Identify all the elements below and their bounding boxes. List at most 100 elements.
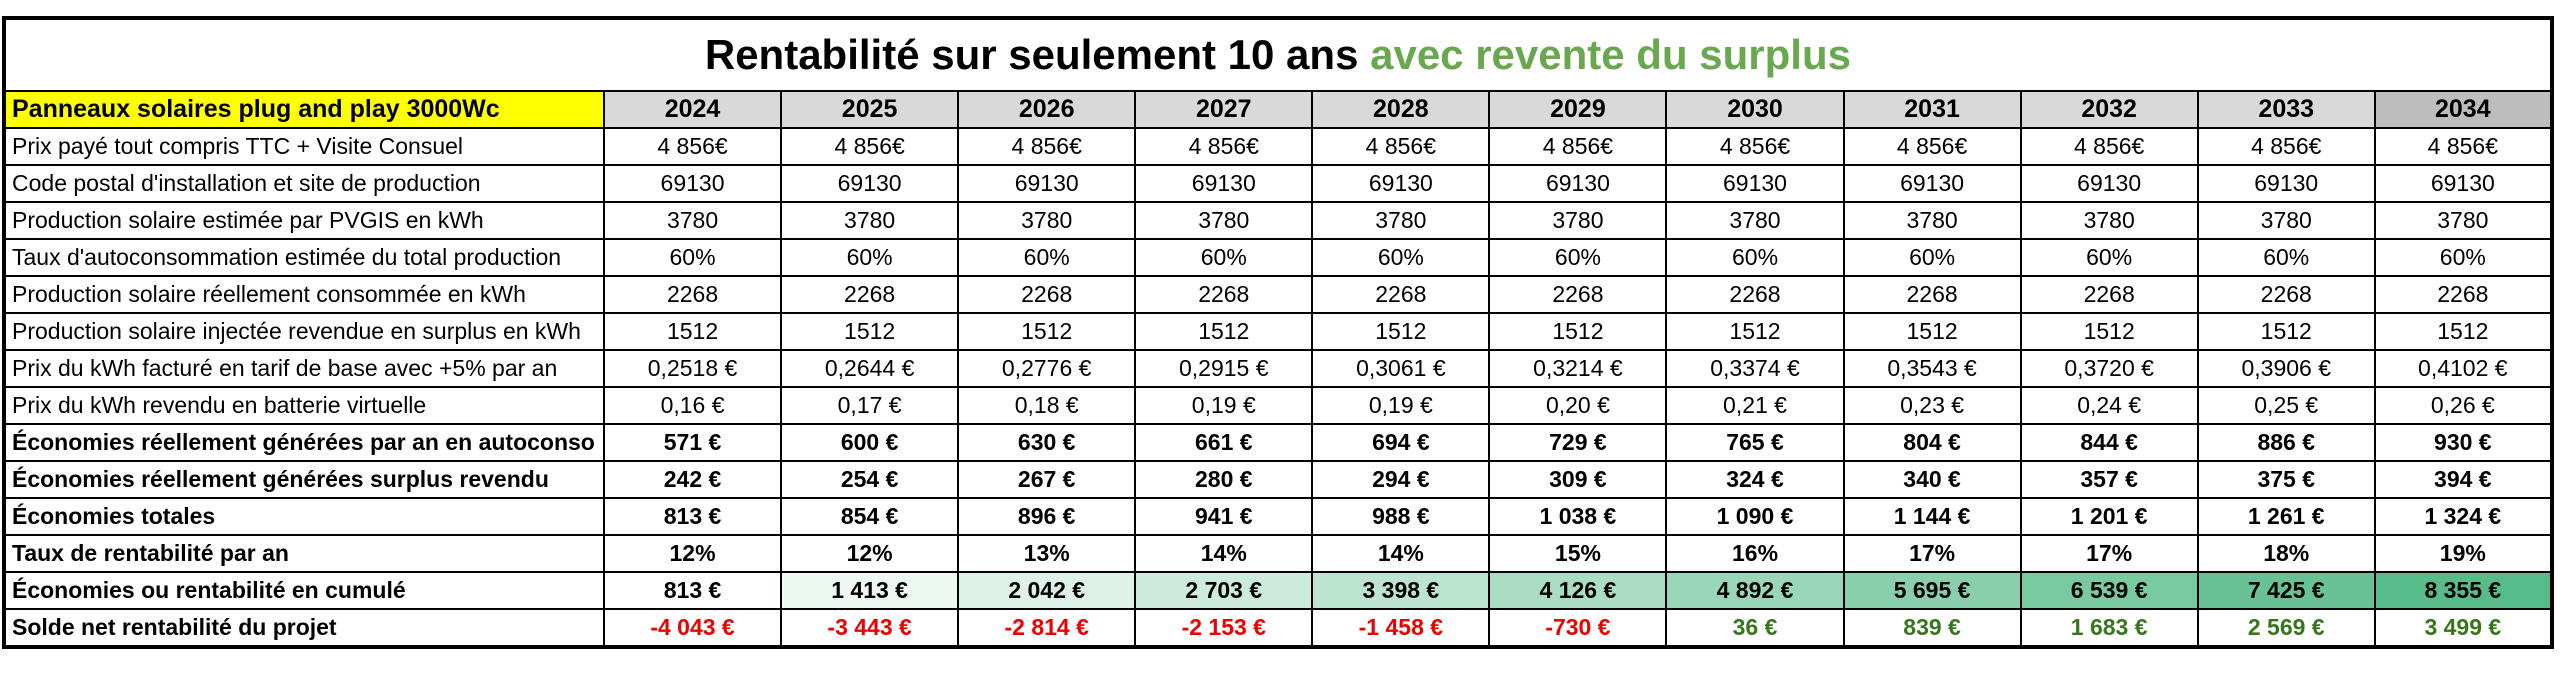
cell: 804 € <box>1842 423 2022 462</box>
data-row: Prix du kWh facturé en tarif de base ave… <box>3 349 2553 388</box>
data-row: Économies réellement générées surplus re… <box>3 460 2553 499</box>
cell: 17% <box>1842 534 2022 573</box>
cell: 4 892 € <box>1665 571 1845 610</box>
year-header: 2034 <box>2373 90 2553 129</box>
title-main: Rentabilité sur seulement 10 ans <box>704 31 1359 78</box>
title-accent: avec revente du surplus <box>1370 31 1851 78</box>
cell: -4 043 € <box>602 608 783 648</box>
cell: 3780 <box>1134 201 1314 240</box>
cell: 324 € <box>1665 460 1845 499</box>
cell: 280 € <box>1134 460 1314 499</box>
cell: 0,2644 € <box>780 349 960 388</box>
sheet: Rentabilité sur seulement 10 ans avec re… <box>2 16 2554 649</box>
row-label: Prix du kWh facturé en tarif de base ave… <box>3 349 605 388</box>
cell: 4 856€ <box>1842 127 2022 166</box>
header-row: Panneaux solaires plug and play 3000Wc 20… <box>3 90 2553 129</box>
data-row: Code postal d'installation et site de pr… <box>3 164 2553 203</box>
cell: 854 € <box>780 497 960 536</box>
cell: 1512 <box>780 312 960 351</box>
cell: 7 425 € <box>2196 571 2376 610</box>
cell: 0,16 € <box>602 386 783 425</box>
cell: 2 042 € <box>957 571 1137 610</box>
cell: 694 € <box>1311 423 1491 462</box>
cell: 60% <box>780 238 960 277</box>
cell: 3780 <box>957 201 1137 240</box>
cell: 0,23 € <box>1842 386 2022 425</box>
cell: 2268 <box>602 275 783 314</box>
cell: 242 € <box>602 460 783 499</box>
cell: 12% <box>602 534 783 573</box>
cell: 630 € <box>957 423 1137 462</box>
cell: 0,2915 € <box>1134 349 1314 388</box>
cell: 4 856€ <box>1311 127 1491 166</box>
cell: 813 € <box>602 497 783 536</box>
cell: 60% <box>1488 238 1668 277</box>
cell: 4 856€ <box>2019 127 2199 166</box>
cell: 3 398 € <box>1311 571 1491 610</box>
year-header: 2033 <box>2196 90 2376 129</box>
data-row: Taux d'autoconsommation estimée du total… <box>3 238 2553 277</box>
cell: 13% <box>957 534 1137 573</box>
cell: 0,26 € <box>2373 386 2553 425</box>
cell: 14% <box>1311 534 1491 573</box>
cell: 1 324 € <box>2373 497 2553 536</box>
cell: 375 € <box>2196 460 2376 499</box>
cell: 1 144 € <box>1842 497 2022 536</box>
data-row: Solde net rentabilité du projet -4 043 € -… <box>3 608 2553 648</box>
cell: 0,3720 € <box>2019 349 2199 388</box>
cell: 18% <box>2196 534 2376 573</box>
cell: 4 856€ <box>1665 127 1845 166</box>
cell: 1512 <box>1134 312 1314 351</box>
year-header: 2027 <box>1134 90 1314 129</box>
cell: -2 153 € <box>1134 608 1314 648</box>
cell: 60% <box>1665 238 1845 277</box>
cell: 0,3906 € <box>2196 349 2376 388</box>
row-label: Production solaire estimée par PVGIS en … <box>3 201 605 240</box>
cell: 394 € <box>2373 460 2553 499</box>
cell: 4 856€ <box>780 127 960 166</box>
cell: 340 € <box>1842 460 2022 499</box>
cell: 60% <box>957 238 1137 277</box>
row-label: Production solaire réellement consommée … <box>3 275 605 314</box>
data-row: Économies totales 813 €854 €896 €941 €988… <box>3 497 2553 536</box>
cell: 3780 <box>602 201 783 240</box>
cell: 0,17 € <box>780 386 960 425</box>
cell: 661 € <box>1134 423 1314 462</box>
cell: 0,25 € <box>2196 386 2376 425</box>
row-label: Économies réellement générées par an en … <box>3 423 605 462</box>
cell: 1512 <box>1842 312 2022 351</box>
cell: 988 € <box>1311 497 1491 536</box>
row-label: Économies réellement générées surplus re… <box>3 460 605 499</box>
cell: 6 539 € <box>2019 571 2199 610</box>
cell: 1512 <box>957 312 1137 351</box>
cell: 1 038 € <box>1488 497 1668 536</box>
cell: 2 569 € <box>2196 608 2376 648</box>
cell: 813 € <box>602 571 783 610</box>
cell: 4 856€ <box>1488 127 1668 166</box>
row-label: Solde net rentabilité du projet <box>3 608 605 648</box>
cell: 60% <box>1842 238 2022 277</box>
year-header: 2028 <box>1311 90 1491 129</box>
cell: 69130 <box>2373 164 2553 203</box>
cell: 60% <box>2373 238 2553 277</box>
cell: 896 € <box>957 497 1137 536</box>
cell: 2268 <box>1488 275 1668 314</box>
cell: 3780 <box>1665 201 1845 240</box>
cell: 571 € <box>602 423 783 462</box>
cell: 2268 <box>2019 275 2199 314</box>
cell: 2 703 € <box>1134 571 1314 610</box>
year-header: 2030 <box>1665 90 1845 129</box>
cell: 16% <box>1665 534 1845 573</box>
year-header: 2031 <box>1842 90 2022 129</box>
cell: 4 126 € <box>1488 571 1668 610</box>
year-header: 2025 <box>780 90 960 129</box>
cell: 254 € <box>780 460 960 499</box>
cell: 4 856€ <box>2196 127 2376 166</box>
cell: 600 € <box>780 423 960 462</box>
cell: 1 413 € <box>780 571 960 610</box>
cell: 0,24 € <box>2019 386 2199 425</box>
row-label: Taux de rentabilité par an <box>3 534 605 573</box>
row-label: Prix payé tout compris TTC + Visite Cons… <box>3 127 605 166</box>
cell: 36 € <box>1665 608 1845 648</box>
cell: -3 443 € <box>780 608 960 648</box>
